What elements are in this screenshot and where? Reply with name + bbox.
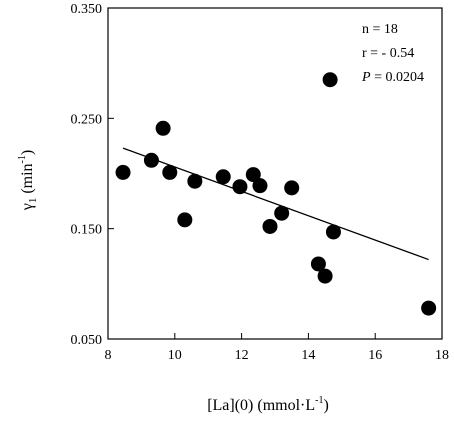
data-point — [155, 120, 171, 136]
data-point — [262, 218, 278, 234]
stat-r: r = - 0.54 — [362, 46, 414, 61]
y-tick-label: 0.350 — [71, 2, 103, 17]
data-point — [162, 164, 178, 180]
y-axis-title-symbol: γ — [19, 203, 36, 211]
plot-frame — [107, 7, 443, 340]
data-point — [317, 268, 333, 284]
data-point — [232, 179, 248, 195]
stats-annotation: n = 18 r = - 0.54 P = 0.0204 — [361, 22, 424, 85]
y-tick-label: 0.150 — [71, 223, 103, 238]
x-tick-label: 12 — [235, 348, 249, 363]
data-point — [177, 212, 193, 228]
data-point — [115, 164, 131, 180]
data-point — [252, 178, 268, 194]
data-point — [325, 224, 341, 240]
data-point — [143, 152, 159, 168]
x-tick-label: 10 — [168, 348, 182, 363]
x-axis-title-close: ) — [323, 397, 328, 414]
y-tick-label: 0.250 — [71, 112, 103, 127]
data-point — [215, 169, 231, 185]
data-point — [310, 256, 326, 272]
data-point — [187, 173, 203, 189]
y-axis-title-close: ) — [19, 150, 36, 155]
data-point — [322, 72, 338, 88]
y-tick-label: 0.050 — [71, 333, 103, 348]
x-axis-ticks: 8 10 12 14 16 18 — [105, 333, 449, 363]
data-point — [245, 167, 261, 183]
stat-p-symbol: P — [361, 70, 371, 85]
stat-p-value: = 0.0204 — [371, 70, 424, 85]
y-axis-title-sup: -1 — [17, 155, 28, 163]
x-axis-title: [La](0) (mmol·L-1) — [207, 395, 329, 414]
stat-p: P = 0.0204 — [361, 70, 424, 85]
x-tick-label: 16 — [368, 348, 382, 363]
x-axis-title-main: [La](0) (mmol·L — [207, 397, 315, 414]
y-axis-title: γ1 (min-1) — [17, 150, 39, 211]
trendline — [122, 147, 429, 261]
plot-border — [107, 7, 443, 340]
data-point — [284, 180, 300, 196]
x-tick-label: 14 — [301, 348, 315, 363]
trendline-layer — [122, 147, 429, 261]
data-points — [115, 72, 437, 316]
y-axis-title-sub: 1 — [27, 198, 39, 204]
x-axis-title-sup: -1 — [315, 395, 323, 406]
data-point — [421, 300, 437, 316]
data-point — [274, 205, 290, 221]
x-tick-label: 8 — [105, 348, 112, 363]
y-axis-ticks: 0.050 0.150 0.250 0.350 — [71, 2, 114, 348]
x-tick-label: 18 — [435, 348, 449, 363]
y-axis-title-unit: (min — [19, 163, 36, 197]
stat-n: n = 18 — [362, 22, 398, 37]
